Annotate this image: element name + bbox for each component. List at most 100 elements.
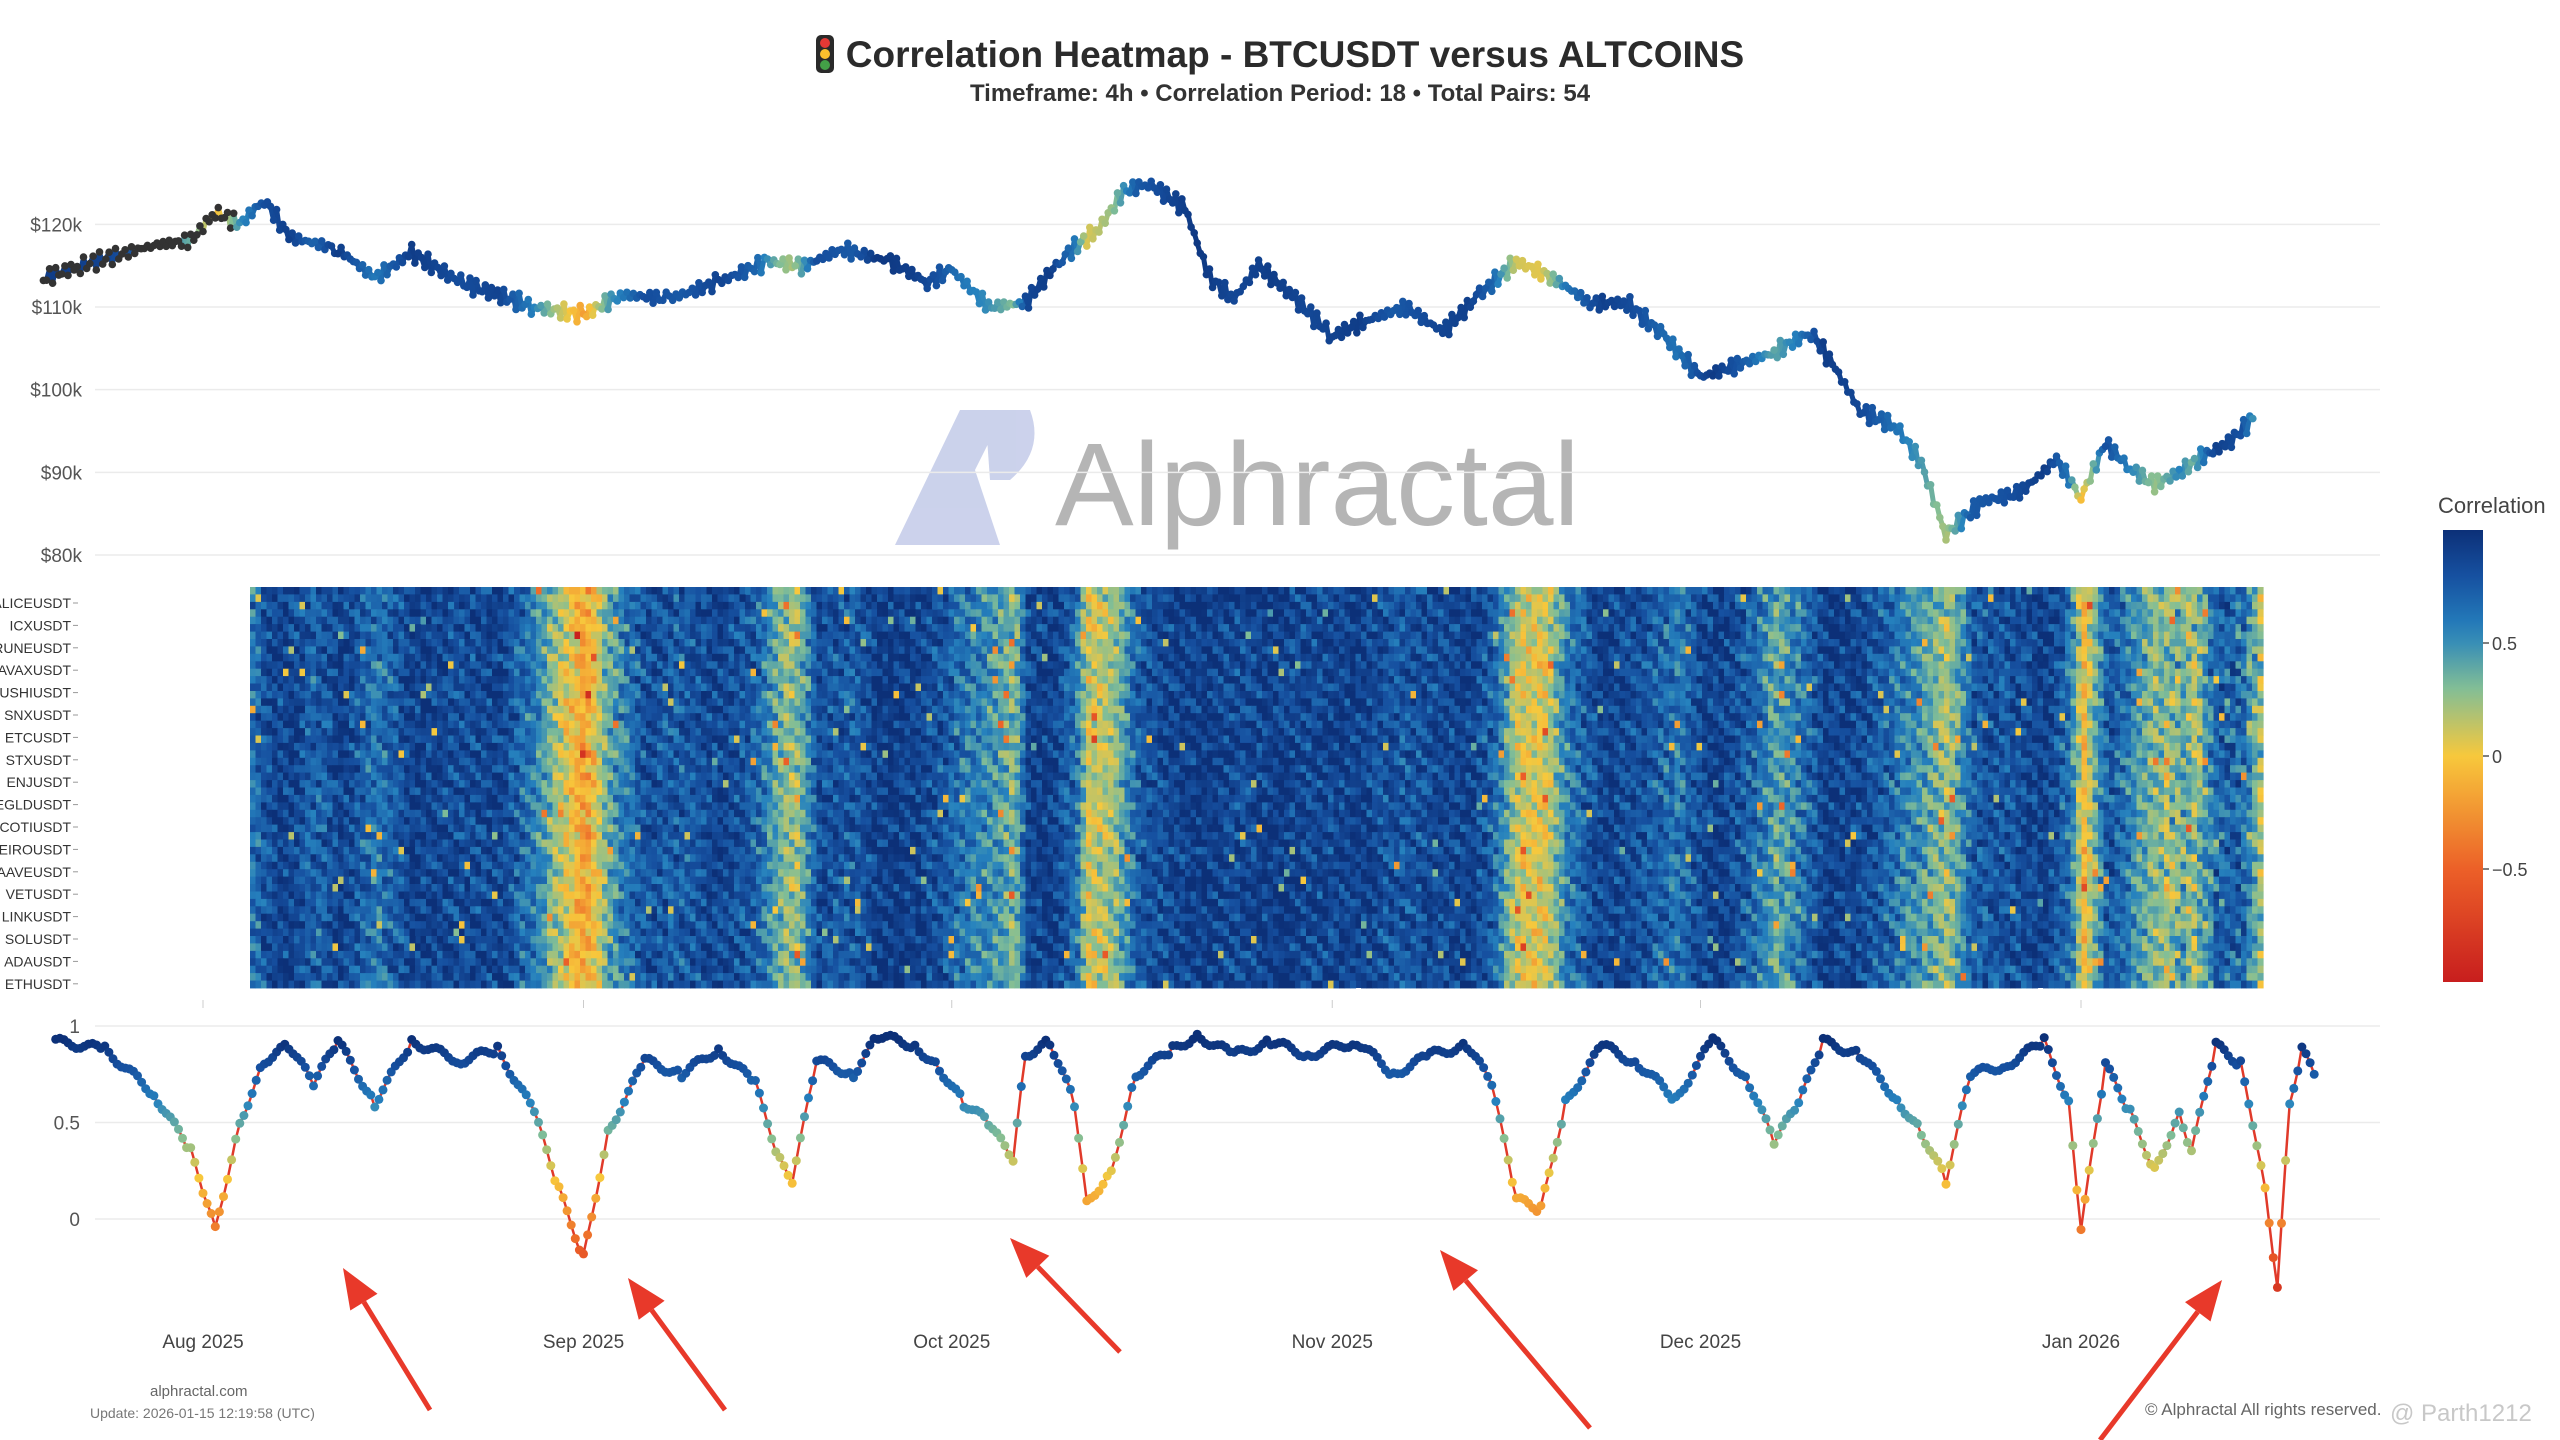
heatmap-cell — [1339, 639, 1346, 647]
heatmap-cell — [2092, 616, 2099, 625]
heatmap-cell — [1603, 653, 1610, 662]
heatmap-cell — [1157, 601, 1164, 610]
heatmap-cell — [426, 594, 433, 603]
heatmap-cell — [602, 624, 609, 632]
price-point — [1454, 313, 1462, 322]
heatmap-cell — [2241, 616, 2248, 625]
heatmap-cell — [1317, 616, 1324, 625]
heatmap-cell — [1696, 609, 1703, 618]
heatmap-cell — [1933, 653, 1940, 662]
heatmap-cell — [1619, 601, 1626, 610]
price-point — [1129, 178, 1137, 186]
heatmap-cell — [2004, 609, 2011, 618]
heatmap-cell — [1009, 616, 1016, 625]
heatmap-cell — [470, 631, 477, 640]
heatmap-cell — [398, 616, 405, 625]
heatmap-cell — [899, 609, 906, 618]
heatmap-cell — [662, 601, 669, 610]
heatmap-cell — [1988, 594, 1995, 603]
heatmap-cell — [1779, 639, 1786, 647]
heatmap-cell — [1735, 616, 1742, 625]
heatmap-cell — [789, 639, 796, 647]
heatmap-cell — [1003, 587, 1010, 595]
price-point — [2150, 488, 2159, 496]
heatmap-cell — [1102, 594, 1109, 603]
heatmap-cell — [838, 639, 845, 647]
heatmap-cell — [1080, 624, 1087, 632]
heatmap-cell — [2004, 594, 2011, 603]
heatmap-cell — [1141, 594, 1148, 603]
heatmap-cell — [442, 594, 449, 603]
heatmap-cell — [464, 601, 471, 610]
heatmap-cell — [1042, 609, 1049, 618]
heatmap-cell — [1201, 624, 1208, 632]
heatmap-cell — [1971, 653, 1978, 662]
price-point — [2077, 496, 2085, 504]
price-point — [440, 262, 449, 270]
heatmap-cell — [871, 616, 878, 625]
heatmap-cell — [2257, 653, 2264, 662]
heatmap-cell — [1229, 601, 1236, 610]
heatmap-cell — [915, 631, 922, 640]
heatmap-cell — [1328, 631, 1335, 640]
heatmap-cell — [1581, 639, 1588, 647]
heatmap-cell — [970, 616, 977, 625]
heatmap-cell — [1135, 631, 1142, 640]
heatmap-cell — [1135, 646, 1142, 655]
heatmap-cell — [2235, 601, 2242, 610]
heatmap-cell — [1905, 616, 1912, 625]
heatmap-cell — [1273, 653, 1280, 662]
heatmap-cell — [1465, 624, 1472, 632]
heatmap-cell — [1388, 624, 1395, 632]
heatmap-cell — [1949, 616, 1956, 625]
heatmap-cell — [827, 653, 834, 662]
heatmap-cell — [1394, 646, 1401, 655]
heatmap-cell — [624, 616, 631, 625]
price-point — [1291, 288, 1300, 297]
heatmap-cell — [1289, 646, 1296, 655]
heatmap-cell — [2021, 639, 2028, 647]
price-point — [1049, 265, 1057, 273]
heatmap-cell — [1922, 653, 1929, 662]
heatmap-cell — [1999, 609, 2006, 618]
heatmap-cell — [1399, 616, 1406, 625]
heatmap-cell — [2164, 646, 2171, 655]
heatmap-cell — [1141, 646, 1148, 655]
heatmap-cell — [558, 653, 565, 662]
heatmap-cell — [1850, 653, 1857, 662]
heatmap-cell — [580, 639, 587, 647]
heatmap-cell — [514, 601, 521, 610]
heatmap-cell — [1135, 601, 1142, 610]
price-point — [282, 225, 290, 234]
heatmap-cell — [2092, 631, 2099, 640]
price-point — [2092, 466, 2101, 474]
heatmap-cell — [1262, 594, 1269, 603]
heatmap-cell — [1509, 594, 1516, 603]
heatmap-cell — [1174, 609, 1181, 618]
heatmap-cell — [1152, 616, 1159, 625]
heatmap-cell — [1691, 646, 1698, 655]
heatmap-cell — [2169, 639, 2176, 647]
heatmap-cell — [420, 587, 433, 595]
heatmap-cell — [1031, 639, 1038, 647]
heatmap-cell — [1185, 616, 1192, 625]
heatmap-cell — [998, 594, 1005, 603]
heatmap-cell — [283, 653, 290, 662]
heatmap-cell — [1163, 609, 1170, 618]
heatmap-cell — [2070, 646, 2077, 655]
heatmap-cell — [1993, 646, 2000, 655]
heatmap-cell — [2164, 609, 2171, 618]
heatmap-cell — [1036, 601, 1043, 610]
price-point — [688, 284, 697, 293]
heatmap-cell — [1768, 639, 1775, 647]
heatmap-cell — [354, 631, 361, 640]
heatmap-cell — [1757, 616, 1764, 625]
heatmap-cell — [1047, 639, 1054, 647]
heatmap-cell — [1669, 609, 1676, 618]
heatmap-cell — [1812, 594, 1819, 603]
heatmap-cell — [360, 639, 367, 647]
heatmap-cell — [2125, 616, 2132, 625]
heatmap-cell — [591, 624, 598, 632]
heatmap-cell — [2213, 594, 2220, 603]
heatmap-cell — [745, 609, 752, 618]
